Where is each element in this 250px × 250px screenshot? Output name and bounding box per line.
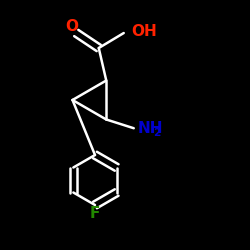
Text: OH: OH [131, 24, 156, 39]
Text: O: O [65, 19, 78, 34]
Text: F: F [90, 206, 100, 221]
Text: 2: 2 [153, 128, 160, 138]
Text: NH: NH [138, 121, 163, 136]
